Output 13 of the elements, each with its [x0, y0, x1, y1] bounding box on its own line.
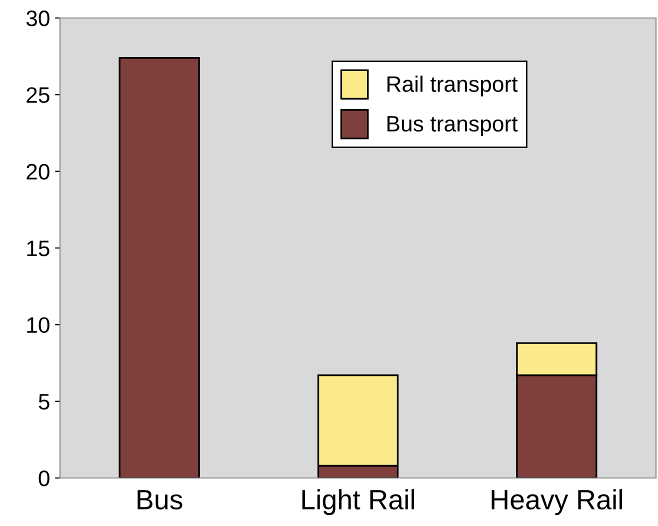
- bar: [118, 57, 200, 478]
- x-tick-label: Heavy Rail: [492, 489, 622, 516]
- y-tick-label: 20: [26, 164, 50, 180]
- y-tick-label: 25: [26, 87, 50, 103]
- y-tick-label: 5: [38, 394, 50, 410]
- y-tick-label: 30: [26, 10, 50, 26]
- legend-label: Bus transport: [387, 116, 518, 136]
- y-tick-label: 15: [27, 240, 50, 256]
- x-tick-label: Light Rail: [302, 489, 414, 516]
- y-tick-label: 0: [38, 470, 50, 486]
- legend-label: Rail transport: [387, 76, 518, 96]
- x-tick-label: Bus: [138, 490, 182, 510]
- y-tick-label: 10: [27, 317, 50, 333]
